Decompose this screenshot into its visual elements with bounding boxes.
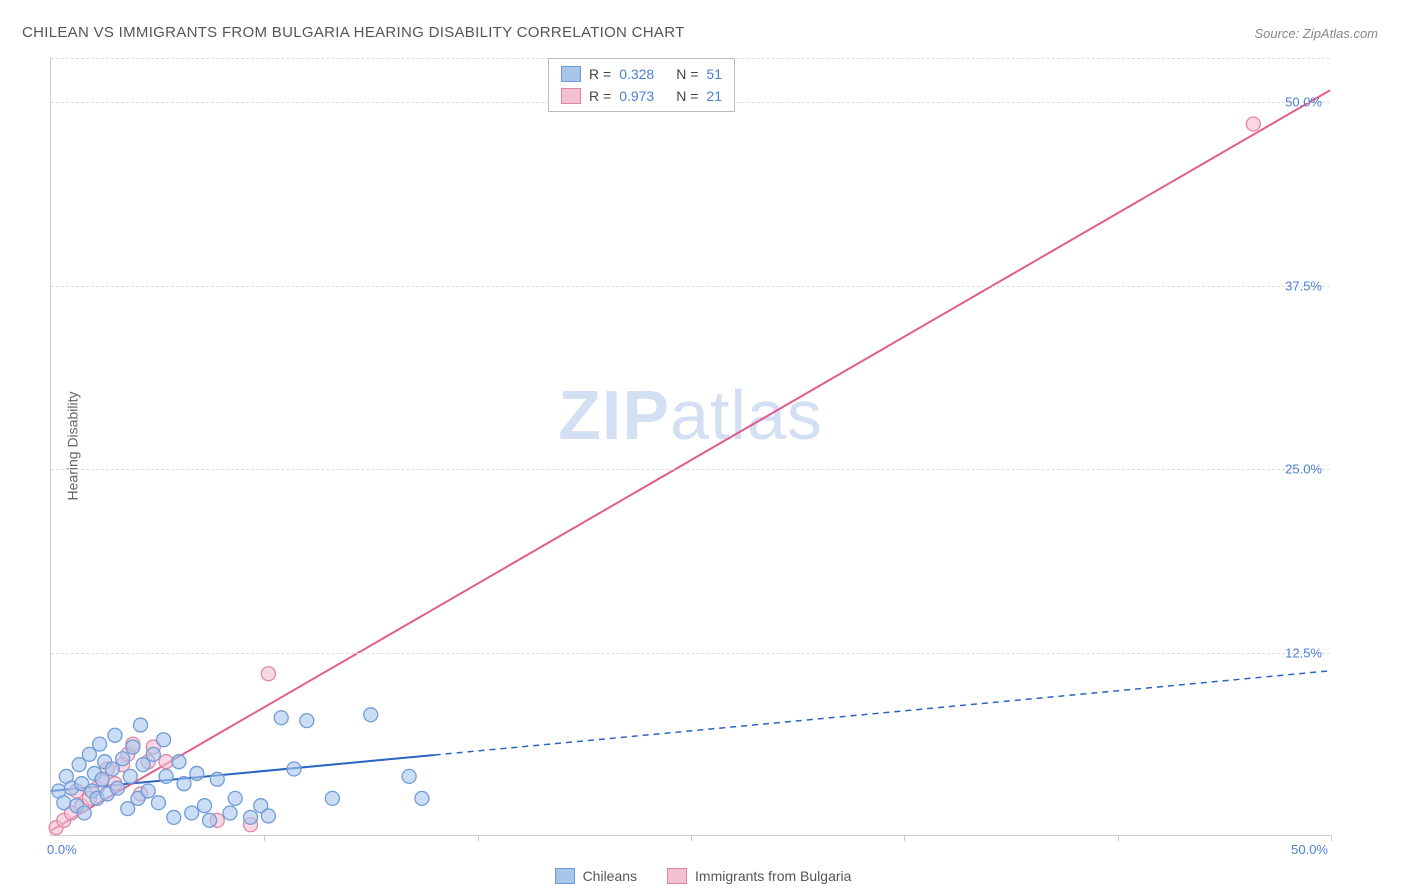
r-label-0: R = <box>589 63 611 85</box>
ytick-label: 37.5% <box>1285 278 1322 293</box>
legend-bottom-label-0: Chileans <box>583 868 637 884</box>
r-value-1: 0.973 <box>619 85 654 107</box>
legend-top-row-0: R = 0.328 N = 51 <box>561 63 722 85</box>
legend-swatch-0 <box>561 66 581 82</box>
gridline-h <box>51 286 1330 287</box>
ytick-label: 25.0% <box>1285 462 1322 477</box>
plot-area: ZIPatlas 0.0% 50.0% 12.5%25.0%37.5%50.0% <box>50 58 1330 836</box>
n-label-1: N = <box>676 85 698 107</box>
chart-title: CHILEAN VS IMMIGRANTS FROM BULGARIA HEAR… <box>22 24 685 41</box>
r-label-1: R = <box>589 85 611 107</box>
legend-bottom-label-1: Immigrants from Bulgaria <box>695 868 851 884</box>
n-label-0: N = <box>676 63 698 85</box>
legend-bottom: Chileans Immigrants from Bulgaria <box>0 868 1406 884</box>
xtick <box>264 835 265 841</box>
source-label: Source: ZipAtlas.com <box>1254 26 1378 41</box>
xtick <box>904 835 905 841</box>
legend-bottom-item-1: Immigrants from Bulgaria <box>667 868 851 884</box>
gridline-h <box>51 653 1330 654</box>
xtick <box>691 835 692 841</box>
legend-bottom-swatch-1 <box>667 868 687 884</box>
plot-svg <box>51 58 1330 835</box>
legend-top-row-1: R = 0.973 N = 21 <box>561 85 722 107</box>
n-value-1: 21 <box>706 85 722 107</box>
xtick <box>1118 835 1119 841</box>
gridline-h <box>51 469 1330 470</box>
legend-bottom-swatch-0 <box>555 868 575 884</box>
xtick <box>478 835 479 841</box>
ytick-label: 12.5% <box>1285 645 1322 660</box>
xtick <box>1331 835 1332 841</box>
legend-bottom-item-0: Chileans <box>555 868 637 884</box>
r-value-0: 0.328 <box>619 63 654 85</box>
ytick-label: 50.0% <box>1285 95 1322 110</box>
n-value-0: 51 <box>706 63 722 85</box>
origin-label: 0.0% <box>47 842 77 857</box>
legend-swatch-1 <box>561 88 581 104</box>
xmax-label: 50.0% <box>1291 842 1328 857</box>
legend-top: R = 0.328 N = 51 R = 0.973 N = 21 <box>548 58 735 112</box>
